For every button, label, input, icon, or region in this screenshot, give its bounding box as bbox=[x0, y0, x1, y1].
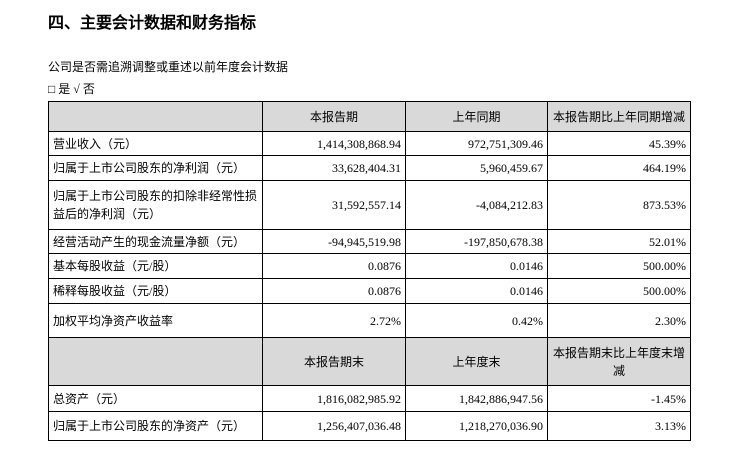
table-cell: 1,842,886,947.56 bbox=[405, 385, 548, 412]
table-cell: 3.13% bbox=[547, 411, 691, 441]
table-row: 稀释每股收益（元/股） 0.0876 0.0146 500.00% bbox=[48, 278, 691, 304]
table-cell: 972,751,309.46 bbox=[405, 131, 548, 156]
table-row: 本报告期 上年同期 本报告期比上年同期增减 bbox=[48, 101, 691, 132]
table-cell: 0.42% bbox=[405, 303, 548, 338]
table-cell: 本报告期 bbox=[262, 101, 406, 132]
table-cell: 500.00% bbox=[547, 278, 691, 304]
table-cell: 归属于上市公司股东的净资产（元） bbox=[48, 411, 263, 441]
table-cell bbox=[48, 101, 263, 132]
table-cell: 1,414,308,868.94 bbox=[262, 131, 406, 156]
table-cell: 500.00% bbox=[547, 253, 691, 279]
table-cell: 33,628,404.31 bbox=[262, 155, 406, 181]
table-cell: 稀释每股收益（元/股） bbox=[48, 278, 263, 304]
table-cell: 0.0876 bbox=[262, 278, 406, 304]
question: 公司是否需追溯调整或重述以前年度会计数据 bbox=[48, 60, 289, 74]
table-cell: 2.30% bbox=[547, 303, 691, 338]
table-cell: 上年度末 bbox=[405, 337, 548, 386]
table-cell: 45.39% bbox=[547, 131, 691, 156]
table-cell: 本报告期末 bbox=[262, 337, 406, 386]
table-cell: 归属于上市公司股东的净利润（元） bbox=[48, 155, 263, 181]
options: □ 是 √ 否 bbox=[48, 82, 95, 96]
table-cell: 1,218,270,036.90 bbox=[405, 411, 548, 441]
table-cell: 1,816,082,985.92 bbox=[262, 385, 406, 412]
table-cell: 2.72% bbox=[262, 303, 406, 338]
table-row: 归属于上市公司股东的净资产（元） 1,256,407,036.48 1,218,27… bbox=[48, 411, 691, 441]
section-title: 四、主要会计数据和财务指标 bbox=[48, 13, 257, 32]
table-row: 总资产（元） 1,816,082,985.92 1,842,886,947.56 -1… bbox=[48, 385, 691, 412]
table-cell: 0.0146 bbox=[405, 278, 548, 304]
table-cell: 归属于上市公司股东的扣除非经常性损益后的净利润（元） bbox=[48, 180, 263, 230]
table-row: 经营活动产生的现金流量净额（元） -94,945,519.98 -197,850,6… bbox=[48, 229, 691, 254]
table-cell: 464.19% bbox=[547, 155, 691, 181]
table-cell: 873.53% bbox=[547, 180, 691, 230]
table-row: 归属于上市公司股东的净利润（元） 33,628,404.31 5,960,459.6… bbox=[48, 155, 691, 181]
table-row: 加权平均净资产收益率 2.72% 0.42% 2.30% bbox=[48, 303, 691, 338]
table-cell: 营业收入（元） bbox=[48, 131, 263, 156]
table-cell: 基本每股收益（元/股） bbox=[48, 253, 263, 279]
table-row: 归属于上市公司股东的扣除非经常性损益后的净利润（元） 31,592,557.14-… bbox=[48, 180, 691, 230]
table-cell: 52.01% bbox=[547, 229, 691, 254]
table-cell: 上年同期 bbox=[405, 101, 548, 132]
table-cell: 1,256,407,036.48 bbox=[262, 411, 406, 441]
table-cell: 本报告期末比上年度末增减 bbox=[547, 337, 691, 386]
table-row: 基本每股收益（元/股） 0.0876 0.0146 500.00% bbox=[48, 253, 691, 279]
table-cell: 0.0876 bbox=[262, 253, 406, 279]
table-cell: 加权平均净资产收益率 bbox=[48, 303, 263, 338]
table-cell: 0.0146 bbox=[405, 253, 548, 279]
table-row: 本报告期末 上年度末 本报告期末比上年度末增减 bbox=[48, 337, 691, 386]
table-cell: -197,850,678.38 bbox=[405, 229, 548, 254]
table-row: 营业收入（元） 1,414,308,868.94 972,751,309.46 45.… bbox=[48, 131, 691, 156]
table-cell: 31,592,557.14 bbox=[262, 180, 406, 230]
table-cell: -94,945,519.98 bbox=[262, 229, 406, 254]
table-cell bbox=[48, 337, 263, 386]
table-cell: -1.45% bbox=[547, 385, 691, 412]
table-cell: 经营活动产生的现金流量净额（元） bbox=[48, 229, 263, 254]
table-cell: 总资产（元） bbox=[48, 385, 263, 412]
table-cell: 5,960,459.67 bbox=[405, 155, 548, 181]
table-cell: 本报告期比上年同期增减 bbox=[547, 101, 691, 132]
data-table: 本报告期 上年同期 本报告期比上年同期增减 营业收入（元） 1,414,308,868.… bbox=[48, 101, 691, 441]
table-cell: -4,084,212.83 bbox=[405, 180, 548, 230]
